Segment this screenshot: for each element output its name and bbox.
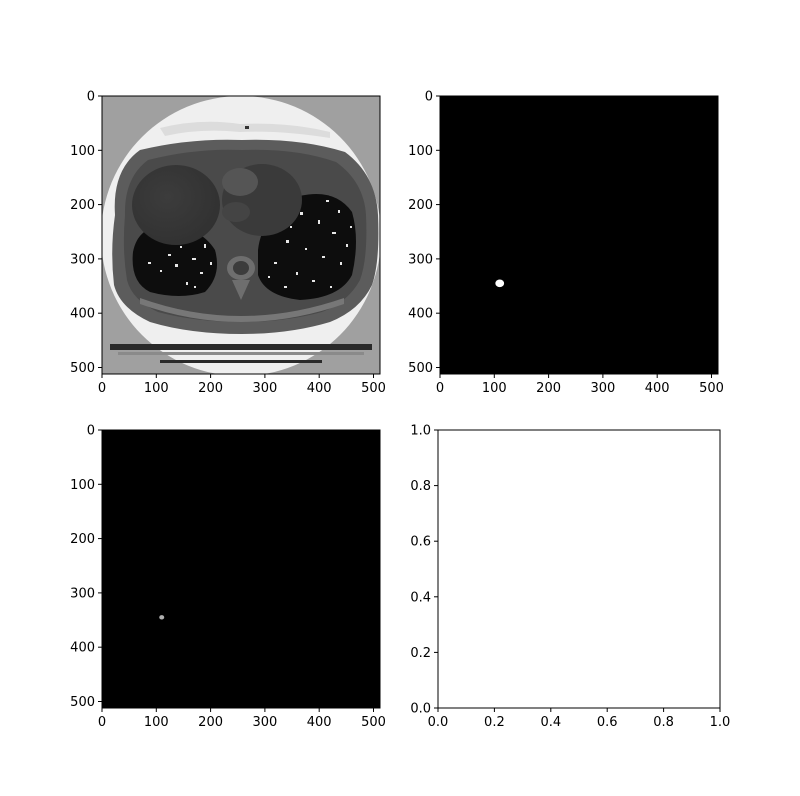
x-tick-label: 1.0 — [710, 715, 731, 730]
y-tick-label: 300 — [70, 586, 95, 601]
y-tick-label: 200 — [70, 532, 95, 547]
x-tick-label: 0.8 — [653, 715, 674, 730]
axes-frame-2 — [439, 95, 719, 375]
x-tick-label: 500 — [361, 381, 386, 396]
y-tick-label: 500 — [70, 695, 95, 710]
y-tick-label: 0 — [425, 90, 433, 105]
x-tick-label: 0.6 — [597, 715, 618, 730]
x-tick-label: 300 — [590, 381, 615, 396]
x-tick-label: 0.2 — [484, 715, 505, 730]
x-tick-label: 500 — [361, 715, 386, 730]
y-tick-label: 400 — [408, 307, 433, 322]
x-tick-label: 100 — [144, 381, 169, 396]
x-tick-label: 400 — [645, 381, 670, 396]
x-tick-label: 100 — [482, 381, 507, 396]
panel-empty: 0.0 0.2 0.4 0.6 0.8 1.0 0.0 0.2 0.4 0.6 0.8 1.0 — [410, 424, 730, 731]
y-tick-label: 0.6 — [410, 535, 431, 550]
y-tick-label: 100 — [70, 144, 95, 159]
y-tick-label: 1.0 — [410, 424, 431, 439]
prediction-image — [102, 430, 380, 708]
x-tick-label: 0.0 — [428, 715, 449, 730]
y-tick-label: 0.2 — [410, 646, 431, 661]
axes-frame-3 — [101, 429, 381, 709]
axis-ticks-4: 0.0 0.2 0.4 0.6 0.8 1.0 0.0 0.2 0.4 0.6 0.8 1.0 — [410, 424, 730, 731]
x-tick-label: 200 — [198, 381, 223, 396]
x-tick-label: 0 — [98, 381, 106, 396]
y-tick-label: 0 — [87, 424, 95, 439]
y-tick-label: 200 — [408, 198, 433, 213]
y-tick-label: 0 — [87, 90, 95, 105]
x-tick-label: 300 — [252, 715, 277, 730]
y-tick-label: 200 — [70, 198, 95, 213]
y-tick-label: 100 — [408, 144, 433, 159]
y-tick-label: 0.8 — [410, 479, 431, 494]
y-tick-label: 500 — [70, 361, 95, 376]
y-tick-label: 400 — [70, 307, 95, 322]
y-tick-label: 300 — [408, 252, 433, 267]
y-tick-label: 400 — [70, 641, 95, 656]
x-tick-label: 400 — [307, 381, 332, 396]
y-tick-label: 300 — [70, 252, 95, 267]
x-tick-label: 200 — [198, 715, 223, 730]
axes-frame-1 — [101, 95, 381, 375]
x-tick-label: 400 — [307, 715, 332, 730]
mask-spot — [495, 279, 505, 288]
x-tick-label: 300 — [252, 381, 277, 396]
x-tick-label: 0 — [98, 715, 106, 730]
x-tick-label: 100 — [144, 715, 169, 730]
x-tick-label: 200 — [536, 381, 561, 396]
empty-axes — [437, 429, 721, 709]
x-tick-label: 500 — [699, 381, 724, 396]
mask-spot — [159, 615, 165, 620]
mask-image — [440, 96, 718, 374]
y-tick-label: 0.4 — [410, 590, 431, 605]
y-tick-label: 100 — [70, 478, 95, 493]
x-tick-label: 0.4 — [540, 715, 561, 730]
y-tick-label: 500 — [408, 361, 433, 376]
x-tick-label: 0 — [436, 381, 444, 396]
y-tick-label: 0.0 — [410, 702, 431, 717]
ct-image — [102, 96, 380, 374]
